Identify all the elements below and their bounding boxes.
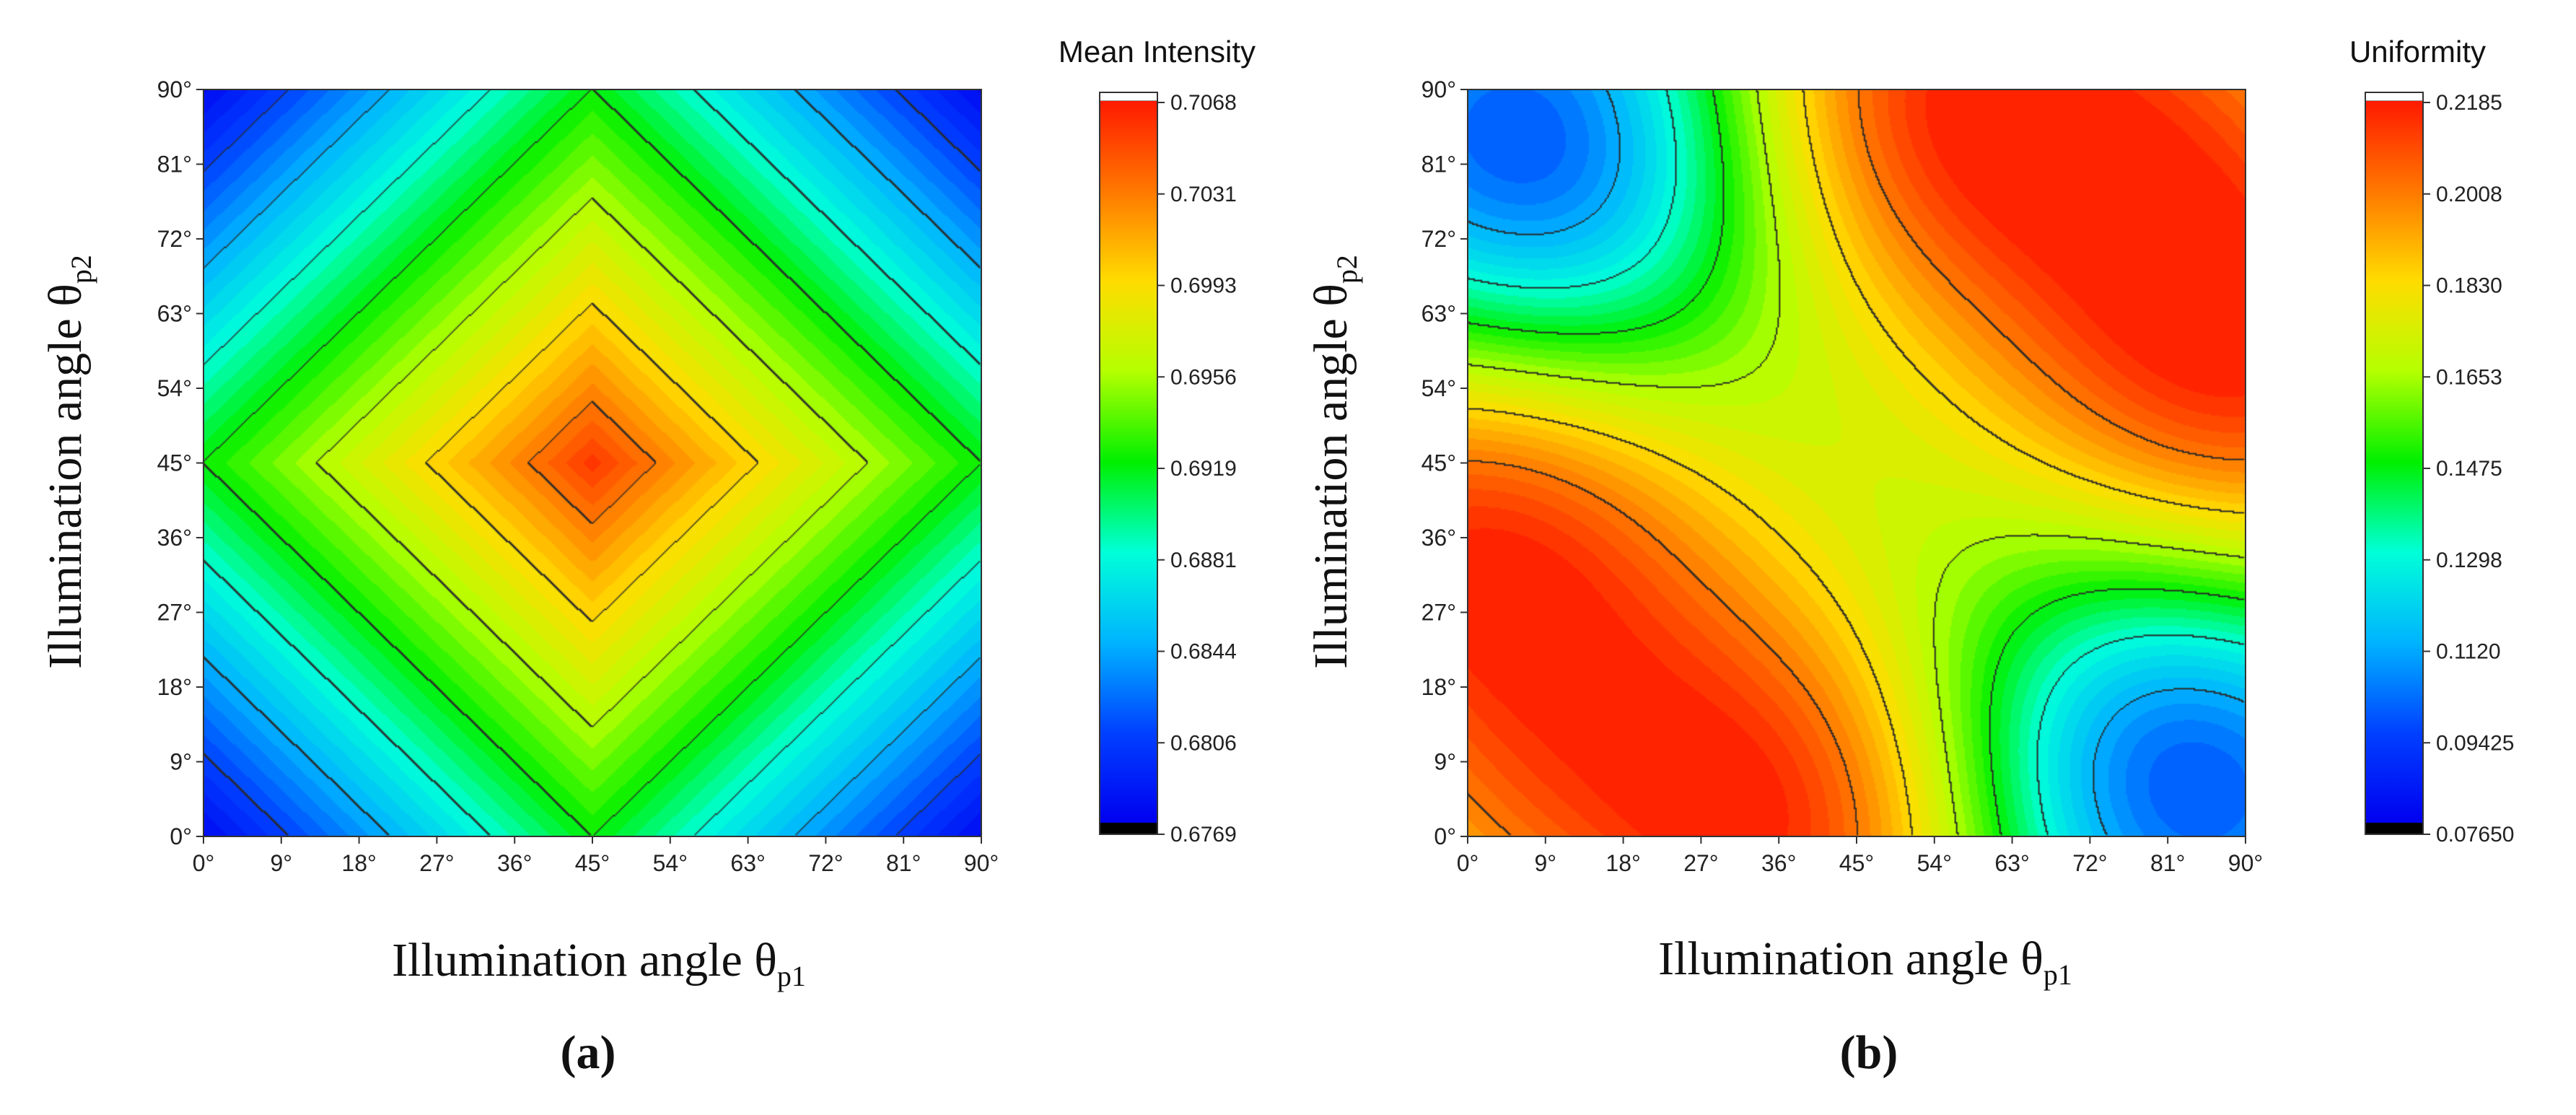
x-axis-label-a: Illumination angle θp1: [392, 934, 806, 992]
x-tick-label: 18°: [341, 850, 376, 876]
colorbar-tick-label: 0.7068: [1170, 91, 1237, 115]
y-tick-label: 45°: [1421, 450, 1456, 476]
colorbar-tick-label: 0.2008: [2436, 183, 2502, 206]
x-tick-label: 27°: [419, 850, 454, 876]
colorbar-tick-label: 0.1120: [2436, 640, 2501, 664]
x-tick-label: 54°: [1917, 850, 1952, 876]
colorbar-tick-label: 0.2185: [2436, 91, 2502, 115]
colorbar-b: [2365, 101, 2423, 823]
x-tick-label: 81°: [886, 850, 921, 876]
x-tick-label: 9°: [1535, 850, 1557, 876]
colorbar-tick-label: 0.6769: [1170, 823, 1237, 847]
y-tick-label: 81°: [1421, 152, 1456, 178]
colorbar-tick-label: 0.6993: [1170, 274, 1237, 298]
colorbar-tick-label: 0.7031: [1170, 183, 1237, 206]
y-axis-label-b: Illumination angle θp2: [1305, 255, 1363, 669]
x-tick-label: 90°: [2228, 850, 2263, 876]
colorbar-bottom-cap-a: [1100, 823, 1157, 834]
colorbar-bottom-cap-b: [2365, 823, 2423, 834]
y-ticks-a: 0° 9° 18° 27° 36° 45° 54° 63° 72° 81° 90°: [157, 76, 203, 849]
heatmap-uniformity: [1468, 89, 2246, 836]
x-tick-label: 27°: [1683, 850, 1718, 876]
panel-b: 0° 9° 18° 27° 36° 45° 54° 63° 72° 81° 90° 0° 9° 18° 2…: [1305, 35, 2514, 1079]
y-tick-label: 45°: [157, 450, 192, 476]
colorbar-frame-a: [1099, 92, 1158, 835]
y-tick-label: 63°: [1421, 301, 1456, 327]
x-tick-label: 36°: [1761, 850, 1796, 876]
y-tick-label: 54°: [1421, 375, 1456, 401]
x-tick-label: 90°: [964, 850, 999, 876]
colorbar-tick-label: 0.07650: [2436, 823, 2514, 847]
y-tick-label: 18°: [157, 674, 192, 700]
x-tick-label: 0°: [193, 850, 215, 876]
colorbar-title-b: Uniformity: [2349, 35, 2486, 69]
y-tick-label: 81°: [157, 152, 192, 178]
y-tick-label: 54°: [157, 375, 192, 401]
colorbar-frame-b: [2365, 92, 2424, 835]
heatmap-mean-intensity: [203, 89, 981, 836]
y-tick-label: 63°: [157, 301, 192, 327]
x-ticks-a: 0° 9° 18° 27° 36° 45° 54° 63° 72° 81° 90°: [193, 836, 999, 876]
x-ticks-b: 0° 9° 18° 27° 36° 45° 54° 63° 72° 81° 90°: [1457, 836, 2263, 876]
colorbar-tick-label: 0.6956: [1170, 365, 1237, 389]
panel-label-b: (b): [1840, 1026, 1898, 1079]
y-tick-label: 90°: [157, 76, 192, 102]
y-tick-label: 27°: [1421, 600, 1456, 626]
x-tick-label: 81°: [2150, 850, 2185, 876]
y-axis-label-a: Illumination angle θp2: [39, 255, 97, 669]
x-axis-label-b: Illumination angle θp1: [1658, 932, 2072, 991]
colorbar-tick-label: 0.1475: [2436, 457, 2502, 481]
x-tick-label: 72°: [2072, 850, 2107, 876]
y-tick-label: 72°: [157, 226, 192, 252]
colorbar-ticks-a: 0.7068 0.7031 0.6993 0.6956 0.6919 0.6881 0.68…: [1157, 91, 1237, 847]
x-tick-label: 63°: [730, 850, 765, 876]
y-tick-label: 90°: [1421, 76, 1456, 102]
colorbar-title-a: Mean Intensity: [1059, 35, 1256, 69]
x-tick-label: 45°: [575, 850, 610, 876]
x-tick-label: 45°: [1839, 850, 1874, 876]
colorbar-tick-label: 0.6806: [1170, 731, 1237, 755]
y-tick-label: 18°: [1421, 674, 1456, 700]
y-tick-label: 0°: [170, 823, 192, 849]
y-tick-label: 9°: [170, 749, 192, 775]
y-tick-label: 36°: [1421, 525, 1456, 551]
colorbar-tick-label: 0.6844: [1170, 640, 1237, 664]
x-tick-label: 9°: [271, 850, 293, 876]
colorbar-top-cap-a: [1099, 92, 1158, 102]
y-tick-label: 0°: [1434, 823, 1456, 849]
colorbar-ticks-b: 0.2185 0.2008 0.1830 0.1653 0.1475 0.1298 0.11…: [2423, 91, 2514, 847]
colorbar-tick-label: 0.6919: [1170, 457, 1237, 481]
x-tick-label: 63°: [1994, 850, 2029, 876]
y-tick-label: 27°: [157, 600, 192, 626]
panel-a: 0° 9° 18° 27° 36° 45° 54° 63° 72° 81° 90° 0° 9° 18° 2…: [39, 35, 1256, 1079]
colorbar-a: [1100, 101, 1157, 823]
colorbar-tick-label: 0.1830: [2436, 274, 2502, 298]
x-tick-label: 72°: [808, 850, 843, 876]
colorbar-tick-label: 0.09425: [2436, 731, 2514, 755]
panel-label-a: (a): [561, 1026, 616, 1079]
colorbar-top-cap-b: [2365, 92, 2424, 102]
y-tick-label: 72°: [1421, 226, 1456, 252]
y-tick-label: 36°: [157, 525, 192, 551]
y-tick-label: 9°: [1434, 749, 1456, 775]
x-tick-label: 36°: [497, 850, 532, 876]
x-tick-label: 54°: [653, 850, 688, 876]
colorbar-tick-label: 0.6881: [1170, 548, 1237, 572]
colorbar-tick-label: 0.1298: [2436, 548, 2502, 572]
x-tick-label: 0°: [1457, 850, 1479, 876]
x-tick-label: 18°: [1605, 850, 1640, 876]
colorbar-tick-label: 0.1653: [2436, 365, 2502, 389]
y-ticks-b: 0° 9° 18° 27° 36° 45° 54° 63° 72° 81° 90°: [1421, 76, 1468, 849]
